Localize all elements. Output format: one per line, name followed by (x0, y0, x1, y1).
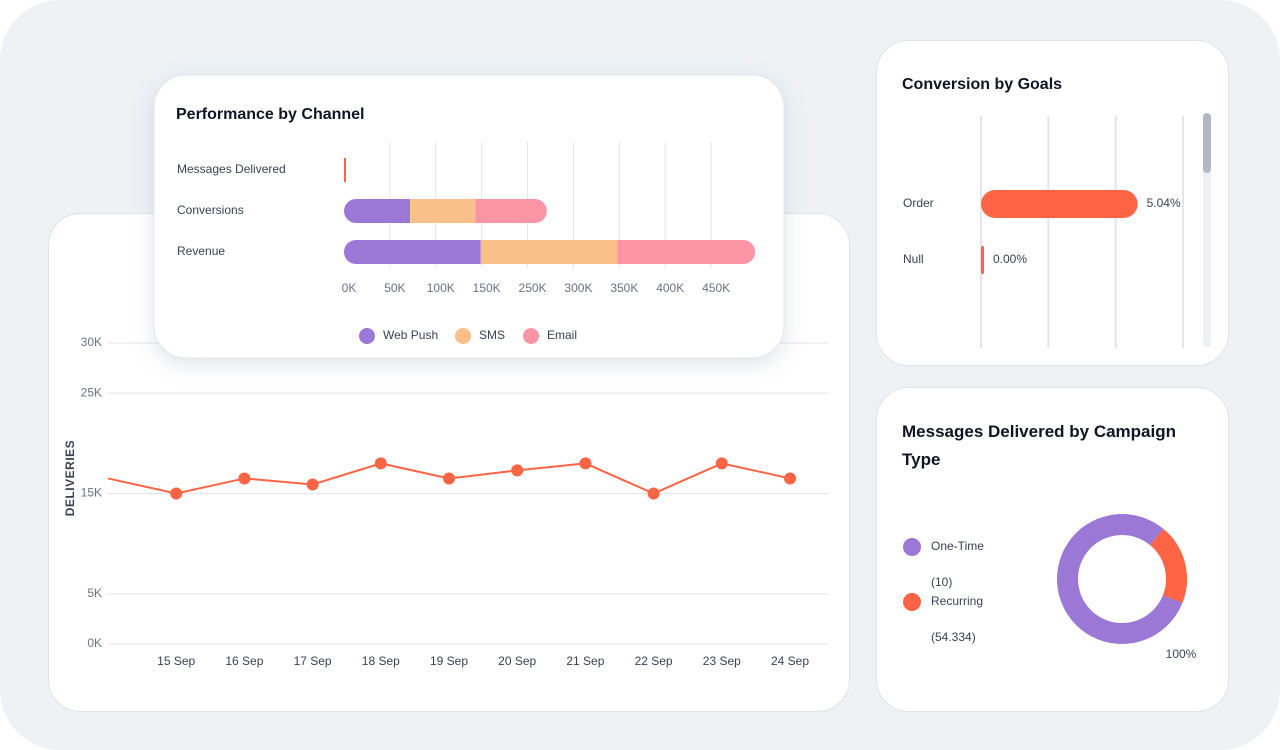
point (784, 472, 796, 485)
legend-label: SMS (479, 328, 505, 342)
bar-segment (617, 240, 756, 264)
legend-label: Recurring (931, 594, 983, 608)
point (374, 457, 387, 470)
legend-swatch (903, 538, 921, 556)
category-label: Conversions (177, 203, 244, 217)
legend-count: (54.334) (931, 630, 976, 644)
x-tick-label: 19 Sep (430, 654, 468, 668)
donut-segment (1149, 528, 1187, 603)
point (443, 472, 455, 485)
x-tick-label: 300K (564, 281, 592, 295)
y-tick-label: 0K (87, 636, 102, 650)
legend-swatch (523, 328, 539, 344)
channel-chart: Performance by Channel 0K 50K 100K 150K 250K 3… (176, 106, 756, 344)
point (715, 457, 728, 470)
y-tick-label: 15K (81, 486, 102, 500)
point (170, 487, 183, 500)
category-label: Null (903, 252, 924, 266)
legend-count: (10) (931, 575, 952, 589)
point (238, 472, 251, 485)
x-tick-label: 24 Sep (771, 654, 809, 668)
goals-chart: Conversion by Goals Order 5.04% Null 0.00% (902, 76, 1184, 348)
x-tick-label: 17 Sep (294, 654, 332, 668)
value-label: 0.00% (993, 252, 1027, 266)
bar-segment (344, 199, 411, 223)
x-tick-label: 15 Sep (157, 654, 195, 668)
x-tick-label: 21 Sep (566, 654, 604, 668)
x-tick-label: 50K (384, 281, 405, 295)
x-tick-label: 400K (656, 281, 684, 295)
chart-title: Performance by Channel (176, 106, 365, 123)
x-tick-label: 20 Sep (498, 654, 536, 668)
bar (344, 158, 346, 182)
legend-swatch (455, 328, 471, 344)
bar-segment (475, 199, 547, 223)
donut-segment (1057, 514, 1183, 644)
y-axis-label: DELIVERIES (63, 440, 77, 516)
x-tick-label: 100K (427, 281, 455, 295)
value-label: 5.04% (1147, 196, 1181, 210)
bar-segment (480, 240, 618, 264)
legend-label: One-Time (931, 539, 984, 553)
point (511, 464, 524, 477)
x-tick-label: 23 Sep (703, 654, 741, 668)
bar (981, 246, 984, 274)
title-box: Messages Delivered by Campaign Type (902, 422, 1177, 469)
legend-label: Email (547, 328, 577, 342)
x-tick-label: 0K (342, 281, 357, 295)
x-tick-label: 16 Sep (225, 654, 263, 668)
y-tick-label: 30K (81, 335, 102, 349)
point (306, 478, 319, 491)
y-tick-label: 25K (81, 385, 102, 399)
x-tick-label: 150K (473, 281, 501, 295)
x-tick-label: 18 Sep (362, 654, 400, 668)
category-label: Order (903, 196, 934, 210)
x-tick-label: 22 Sep (635, 654, 673, 668)
x-tick-label: 250K (519, 281, 547, 295)
x-tick-label: 350K (610, 281, 638, 295)
bar (981, 190, 1138, 218)
legend-swatch (359, 328, 375, 344)
donut-chart: Messages Delivered by Campaign Type One-T… (902, 422, 1197, 661)
x-tick-label: 450K (702, 281, 730, 295)
point (579, 457, 592, 470)
chart-title: Conversion by Goals (902, 76, 1062, 93)
category-label: Messages Delivered (177, 162, 286, 176)
y-tick-label: 5K (87, 586, 102, 600)
legend-swatch (903, 593, 921, 611)
bar-segment (344, 240, 481, 264)
scrollbar-thumb[interactable] (1203, 113, 1211, 173)
bar-segment (410, 199, 476, 223)
point (647, 487, 660, 500)
chart-title: Messages Delivered by Campaign Type (902, 422, 1177, 469)
total-label: 100% (1166, 647, 1197, 661)
category-label: Revenue (177, 244, 225, 258)
legend-label: Web Push (383, 328, 438, 342)
